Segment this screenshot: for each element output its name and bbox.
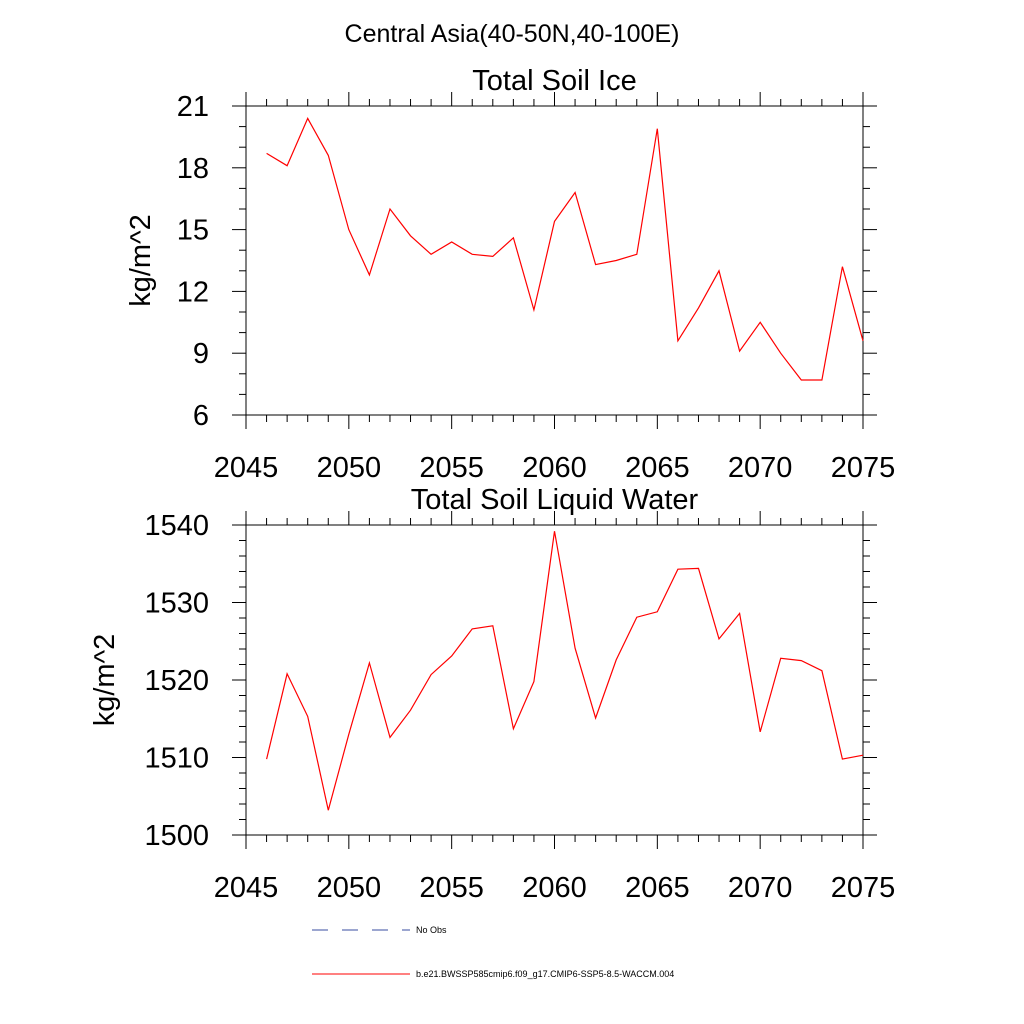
x-tick-label: 2045 <box>214 452 279 484</box>
plot-frame <box>245 105 864 416</box>
x-tick-label: 2070 <box>728 872 793 904</box>
legend-obs-label: No Obs <box>416 925 447 935</box>
y-tick-label: 21 <box>177 91 209 123</box>
y-tick-label: 1510 <box>144 743 209 775</box>
series-line <box>266 531 864 811</box>
x-tick-label: 2055 <box>419 452 484 484</box>
y-tick-label: 15 <box>177 215 209 247</box>
figure-title: Central Asia(40-50N,40-100E) <box>345 20 680 48</box>
soil-liquid-water-panel: Total Soil Liquid Water 2045 2050 2055 2060 2… <box>89 484 895 904</box>
y-tick-label: 18 <box>177 153 209 185</box>
chart-title: Total Soil Liquid Water <box>411 484 699 516</box>
x-tick-label: 2045 <box>214 872 279 904</box>
y-axis-label: kg/m^2 <box>125 214 157 307</box>
y-tick-label: 1520 <box>144 665 209 697</box>
x-tick-label: 2065 <box>625 872 690 904</box>
y-tick-label: 1500 <box>144 820 209 852</box>
chart-title: Total Soil Ice <box>472 65 636 97</box>
x-tick-label: 2070 <box>728 452 793 484</box>
x-tick-label: 2065 <box>625 452 690 484</box>
series-line <box>266 117 864 381</box>
y-tick-label: 6 <box>193 400 209 432</box>
y-tick-label: 1540 <box>144 510 209 542</box>
legend-model-label: b.e21.BWSSP585cmip6.f09_g17.CMIP6-SSP5-8… <box>416 969 674 979</box>
y-tick-label: 9 <box>193 338 209 370</box>
plot-frame <box>245 524 864 836</box>
y-tick-label: 12 <box>177 276 209 308</box>
x-tick-label: 2050 <box>317 872 382 904</box>
x-tick-label: 2060 <box>522 452 587 484</box>
soil-ice-panel: Total Soil Ice 2045 2050 2055 2060 2065 2070 20… <box>125 65 895 484</box>
x-tick-label: 2060 <box>522 872 587 904</box>
x-tick-label: 2050 <box>317 452 382 484</box>
x-tick-label: 2075 <box>831 872 896 904</box>
y-tick-label: 1530 <box>144 588 209 620</box>
x-tick-label: 2075 <box>831 452 896 484</box>
y-axis-label: kg/m^2 <box>89 634 121 727</box>
x-tick-label: 2055 <box>419 872 484 904</box>
legend: No Obs b.e21.BWSSP585cmip6.f09_g17.CMIP6… <box>312 925 674 979</box>
